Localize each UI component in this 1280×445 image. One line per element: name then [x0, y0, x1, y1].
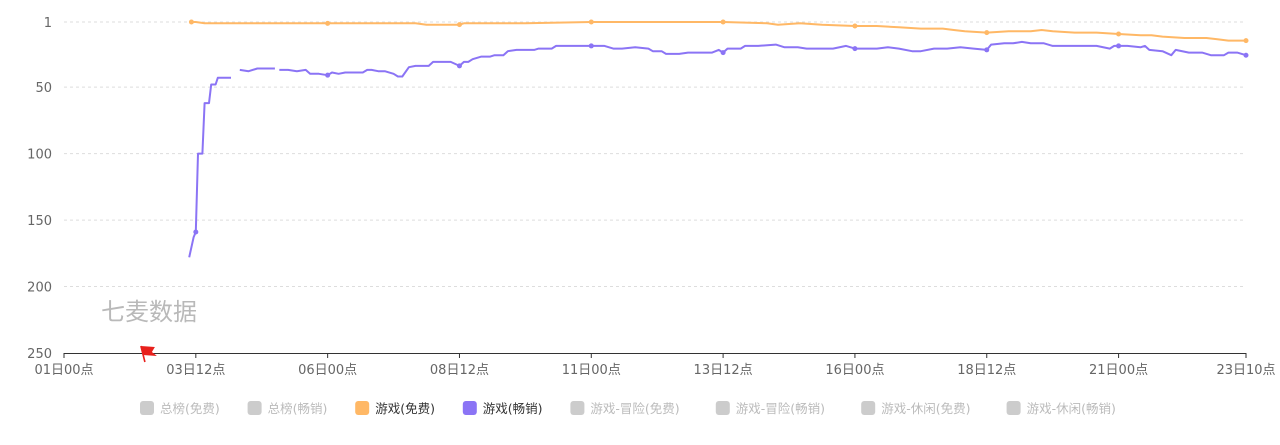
watermark-text: 七麦数据 [101, 298, 197, 326]
x-tick-label: 03日12点 [166, 363, 225, 378]
legend-label: 游戏-冒险(免费) [590, 401, 679, 416]
series-line [191, 21, 1246, 42]
series-point [456, 63, 462, 69]
x-tick-label: 21日00点 [1089, 363, 1148, 378]
flag-icon[interactable] [140, 345, 157, 363]
legend-item[interactable]: 总榜(免费) [140, 401, 220, 416]
x-tick-label: 18日12点 [957, 363, 1016, 378]
x-tick-label: 11日00点 [562, 363, 621, 378]
series-line [279, 40, 1247, 78]
series-point [325, 72, 331, 78]
grid-lines [64, 21, 1246, 288]
y-tick-label: 250 [27, 347, 52, 362]
series-point [456, 22, 462, 28]
y-tick-label: 200 [27, 281, 52, 296]
series-point [188, 19, 194, 25]
series-point [720, 19, 726, 25]
series-point [852, 23, 858, 29]
legend-item[interactable]: 游戏-冒险(免费) [570, 401, 680, 416]
legend-label: 游戏-冒险(畅销) [736, 401, 825, 416]
flag-cloth [140, 346, 157, 356]
series-line [239, 67, 275, 73]
y-tick-label: 50 [35, 81, 52, 96]
x-tick-label: 06日00点 [298, 363, 357, 378]
legend-swatch [140, 401, 154, 415]
series-point [1243, 38, 1249, 44]
legend-swatch [355, 401, 370, 415]
legend-label: 游戏(免费) [375, 401, 435, 416]
series-point [1243, 52, 1249, 58]
series-point [852, 46, 858, 52]
legend-item[interactable]: 游戏(畅销) [462, 401, 543, 416]
x-tick-label: 13日12点 [694, 363, 753, 378]
legend: 总榜(免费) 总榜(畅销) 游戏(免费) 游戏(畅销) 游戏-冒险(免费) 游戏-冒险(畅… [140, 401, 1116, 416]
series-point [984, 47, 990, 53]
series-point [588, 19, 594, 25]
y-tick-label: 100 [27, 148, 52, 163]
legend-item[interactable]: 游戏-冒险(畅销) [715, 401, 825, 416]
legend-label: 总榜(免费) [160, 401, 220, 416]
x-tick-label: 23日10点 [1216, 363, 1275, 378]
x-axis: 01日00点 03日12点 06日00点 08日12点 11日00点 13日12点 16日0… [34, 353, 1276, 378]
legend-swatch [715, 401, 730, 415]
series-point [1116, 31, 1122, 37]
legend-swatch [861, 401, 876, 415]
x-tick-label: 16日00点 [825, 363, 884, 378]
series-point [588, 43, 594, 49]
legend-swatch [570, 401, 585, 415]
x-tick-label: 08日12点 [430, 363, 489, 378]
series-point [984, 30, 990, 36]
legend-label: 游戏-休闲(免费) [881, 401, 970, 416]
y-tick-label: 1 [44, 16, 52, 31]
series-lines [188, 21, 1247, 258]
legend-swatch [247, 401, 262, 415]
x-tick-label: 01日00点 [34, 363, 93, 378]
legend-swatch [1006, 401, 1021, 415]
legend-item[interactable]: 游戏-休闲(免费) [861, 401, 970, 416]
y-tick-label: 150 [27, 214, 52, 229]
event-flags [140, 345, 157, 363]
series-markers [188, 19, 1249, 235]
legend-label: 游戏-休闲(畅销) [1027, 401, 1116, 416]
legend-label: 游戏(畅销) [483, 401, 543, 416]
series-point [193, 229, 199, 235]
series-point [720, 50, 726, 56]
legend-item[interactable]: 游戏(免费) [355, 401, 435, 416]
legend-swatch [462, 401, 477, 415]
series-point [325, 20, 331, 26]
legend-item[interactable]: 总榜(畅销) [247, 401, 328, 416]
legend-item[interactable]: 游戏-休闲(畅销) [1006, 401, 1116, 416]
series-point [1116, 43, 1122, 49]
legend-label: 总榜(畅销) [268, 401, 328, 416]
